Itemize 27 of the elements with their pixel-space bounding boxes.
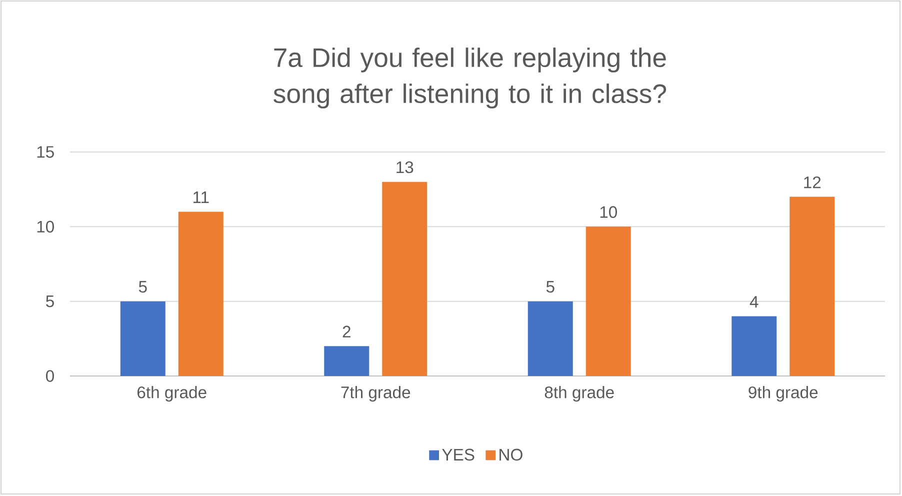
data-label: 5 [546,281,554,293]
x-tick-label: 6th grade [138,386,206,402]
legend-label: NO [500,448,522,461]
data-label: 10 [600,206,617,218]
y-tick-label: 5 [46,296,54,308]
y-tick-label: 10 [37,220,54,233]
y-tick-label: 15 [37,146,54,158]
data-label: 2 [342,326,350,338]
data-label: 5 [138,281,147,293]
chart-title: 7a Did you feel like replaying the song after listening to it in class? [274,48,666,108]
legend-label: YES [442,448,474,461]
y-tick-label: 0 [46,370,54,382]
bar [120,301,166,376]
bar [732,316,777,376]
bar [382,182,428,376]
x-tick-label: 7th grade [341,386,410,402]
x-tick-label: 8th grade [544,386,614,402]
data-label: 4 [750,296,758,308]
bar [586,226,631,376]
x-tick-label: 9th grade [748,386,818,402]
data-label: 11 [194,192,209,204]
bar [324,346,370,376]
bar [178,212,224,376]
data-label: 13 [396,161,414,174]
data-label: 12 [804,176,821,188]
bar [790,196,835,376]
bar [528,301,573,376]
